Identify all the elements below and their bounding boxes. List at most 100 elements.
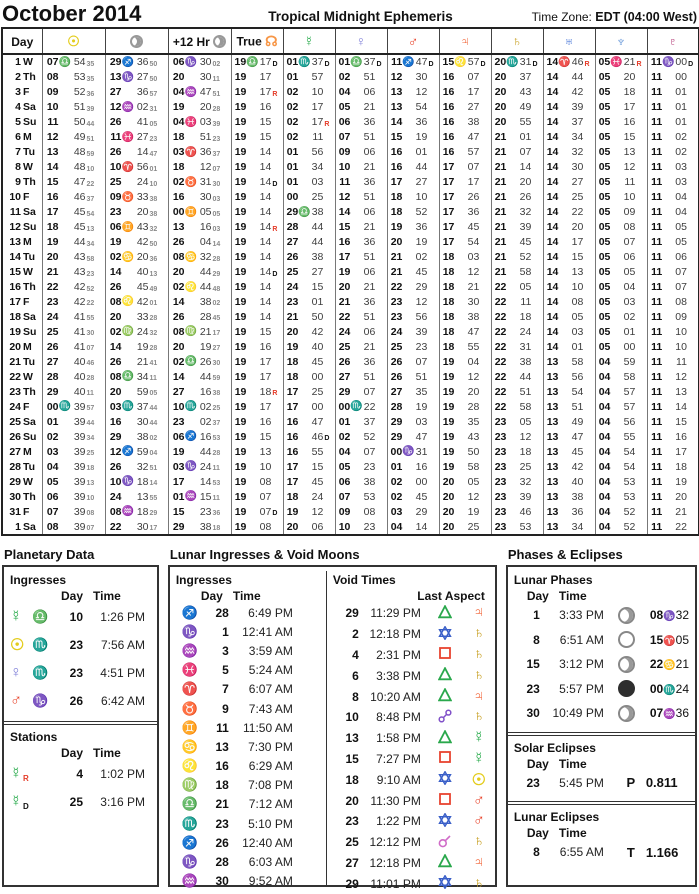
minutes-value: 03: [199, 116, 212, 129]
degrees-value: 18: [286, 490, 299, 503]
minutes-value: 19: [415, 400, 428, 413]
seconds-value: 32: [149, 225, 158, 233]
seconds-value: [480, 360, 490, 364]
time-column-label: Time: [93, 746, 121, 760]
degrees-value: 00: [286, 191, 299, 204]
quarter-moon-icon: [617, 606, 635, 624]
void-moon-row: 15 7:27 PM ☿: [327, 749, 495, 770]
stations-column-header: Day Time: [4, 744, 157, 760]
seconds-value: [532, 225, 542, 229]
degrees-value: 24: [390, 325, 403, 338]
lunar-phase-row: 15 3:12 PM 22♋21: [508, 652, 695, 677]
eph-cell: 23 02 37: [167, 414, 231, 430]
seconds-value: 23: [86, 270, 95, 278]
minutes-value: 43: [519, 86, 532, 99]
eph-cell: 02 10: [282, 84, 335, 100]
minutes-value: 31: [415, 445, 428, 458]
degrees-value: 04: [598, 460, 611, 473]
eph-cell: 02 00: [386, 474, 439, 490]
degrees-value: 21: [390, 251, 403, 264]
day-column-label: Day: [60, 589, 83, 603]
seconds-value: 45: [212, 315, 221, 323]
minutes-value: 17: [311, 116, 324, 129]
degrees-value: 10: [46, 101, 59, 114]
eph-cell: 08 ♋ 32 28: [167, 249, 231, 265]
col-header-mercury: ☿: [282, 28, 335, 55]
void-time: 11:30 PM: [370, 793, 421, 808]
minutes-value: 36: [136, 56, 149, 69]
eph-cell: 10 23: [334, 519, 387, 535]
degrees-value: 13: [546, 370, 559, 383]
degrees-value: 26: [338, 355, 351, 368]
eph-cell: 21 01: [490, 129, 543, 145]
minutes-value: 35: [467, 415, 480, 428]
seconds-value: 39: [212, 120, 221, 128]
col-header-day: Day: [2, 28, 42, 55]
seconds-value: [584, 360, 594, 364]
degrees-value: 19: [234, 236, 247, 249]
seconds-value: 22: [86, 300, 95, 308]
seconds-value: [272, 285, 282, 289]
seconds-value: [428, 105, 438, 109]
table-row: 31 F 07 39 08 08 ♒ 18 29 15 23 36 19 07 D 19 12 09 08 03 29 2…: [2, 504, 699, 520]
minutes-value: 43: [73, 251, 86, 264]
degrees-value: 22: [494, 310, 507, 323]
degrees-value: 16: [442, 116, 455, 129]
seconds-value: [428, 360, 438, 364]
seconds-value: [324, 90, 334, 94]
void-time: 3:38 PM: [376, 668, 421, 683]
void-time: 10:20 AM: [370, 689, 421, 704]
degrees-value: 22: [494, 355, 507, 368]
degrees-value: 13: [546, 475, 559, 488]
saturn-icon: ♄: [472, 645, 485, 663]
seconds-value: [532, 420, 542, 424]
seconds-value: [636, 75, 646, 79]
minutes-value: 03: [311, 176, 324, 189]
minutes-value: 50: [311, 310, 324, 323]
minutes-value: 11: [676, 355, 687, 368]
degrees-value: 20: [442, 475, 455, 488]
col-header-moon-plus12: +12 Hr: [167, 28, 231, 55]
minutes-value: 18: [519, 310, 532, 323]
eph-cell: 16 47: [438, 129, 491, 145]
minutes-value: 46: [571, 56, 584, 69]
seconds-value: [480, 285, 490, 289]
seconds-value: 51: [86, 135, 95, 143]
seconds-value: 35: [86, 60, 95, 68]
square-aspect-icon: [435, 792, 455, 806]
minutes-value: 57: [311, 71, 324, 84]
degrees-value: 00: [390, 445, 403, 458]
degrees-value: 11: [651, 400, 663, 413]
minutes-value: 17: [675, 445, 687, 458]
eph-cell: 06 38: [334, 474, 387, 490]
seconds-value: [324, 375, 334, 379]
minutes-value: 54: [623, 460, 636, 473]
degrees-value: 19: [234, 221, 247, 234]
eph-cell: 16 07: [438, 69, 491, 85]
minutes-value: 29: [415, 505, 428, 518]
degrees-value: 19: [442, 355, 455, 368]
minutes-value: 44: [199, 370, 212, 383]
eph-cell: 23 01: [282, 294, 335, 310]
minutes-value: 38: [136, 430, 149, 443]
retrograde-marker: R: [23, 774, 29, 783]
minutes-value: 41: [73, 340, 86, 353]
ephemeris-type-title: Tropical Midnight Ephemeris: [268, 9, 453, 24]
eph-cell: 26 36: [334, 354, 387, 370]
degrees-value: 19: [234, 385, 247, 398]
eph-cell: 05 04: [594, 279, 647, 295]
conjunction-aspect-icon: [435, 834, 455, 848]
eph-cell: 17 45: [282, 474, 335, 490]
degrees-value: 18: [172, 131, 185, 144]
minutes-value: 39: [73, 415, 86, 428]
minutes-value: 18: [623, 86, 636, 99]
table-row: 19 Su 25 41 30 02 ♍ 24 32 08 ♍ 21 17 19 15 20 42 24 06 24 39…: [2, 324, 699, 340]
degrees-value: 17: [286, 400, 299, 413]
seconds-value: 36: [149, 255, 158, 263]
table-row: 2 Th 08 53 35 13 ♑ 27 50 20 30 11 19 17 01 57 02 51 12 30 16…: [2, 69, 699, 85]
eph-cell: 19 14: [230, 279, 283, 295]
minutes-value: 21: [363, 221, 376, 234]
eph-cell: 20 ♏ 31 D: [490, 54, 543, 70]
